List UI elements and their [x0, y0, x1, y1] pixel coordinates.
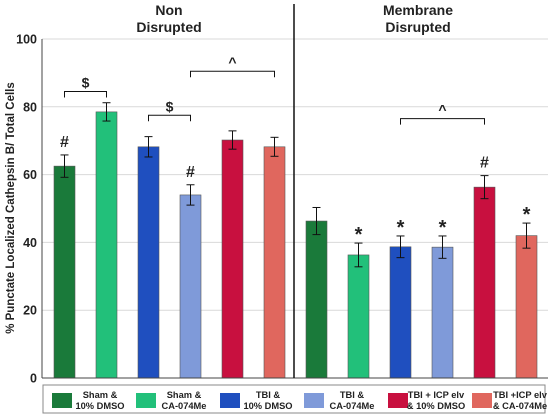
bar — [305, 220, 328, 379]
bar — [347, 254, 370, 379]
bar — [389, 246, 412, 379]
y-tick-label: 60 — [23, 168, 37, 182]
gridlines — [42, 38, 548, 311]
legend-label: & CA-074Me — [493, 401, 547, 411]
legend-label: Sham & — [167, 390, 202, 400]
bar — [95, 111, 118, 379]
legend — [42, 384, 546, 414]
group-title: Disrupted — [385, 19, 450, 35]
legend-label: CA-074Me — [162, 401, 207, 411]
significance-marker: * — [523, 204, 531, 226]
group-title: Non — [155, 2, 182, 18]
group-title: Membrane — [383, 2, 453, 18]
group-title: Disrupted — [136, 19, 201, 35]
legend-swatch — [388, 393, 408, 408]
bar — [473, 186, 496, 379]
bar — [431, 246, 454, 379]
bracket — [400, 118, 485, 125]
legend-label: CA-074Me — [330, 401, 375, 411]
significance-marker: * — [439, 217, 447, 239]
significance-marker: # — [480, 155, 489, 172]
legend-label: TBI + ICP elv — [408, 390, 465, 400]
bracket-label: ^ — [228, 54, 236, 70]
y-axis-ticks: 0 20 40 60 80 100 — [16, 33, 37, 386]
significance-marker: # — [60, 134, 69, 151]
legend-label: Sham & — [83, 390, 118, 400]
y-tick-label: 20 — [23, 304, 37, 318]
y-tick-label: 40 — [23, 236, 37, 250]
y-tick-label: 0 — [30, 372, 37, 386]
legend-label: TBI & — [340, 390, 365, 400]
legend-swatch — [52, 393, 72, 408]
y-tick-label: 100 — [16, 33, 37, 47]
significance-brackets: $ $ ^ ^ — [64, 54, 485, 125]
bracket-label: $ — [82, 75, 90, 91]
bracket — [190, 70, 275, 78]
bar — [221, 139, 244, 379]
legend-swatch — [136, 393, 156, 408]
legend-swatch — [220, 393, 240, 408]
significance-annotations: # # * * * # * — [60, 134, 531, 246]
bar — [137, 146, 160, 379]
legend-label: 10% DMSO — [75, 401, 124, 411]
legend-swatch — [304, 393, 324, 408]
y-tick-label: 80 — [23, 100, 37, 114]
legend-label: & 10% DMSO — [407, 401, 465, 411]
bracket-label: ^ — [438, 102, 446, 118]
bar — [53, 165, 76, 379]
legend-label: 10% DMSO — [243, 401, 292, 411]
bracket — [64, 91, 107, 98]
significance-marker: * — [355, 224, 363, 246]
bars — [53, 111, 538, 379]
legend-label: TBI +ICP elv — [493, 390, 548, 400]
bar — [515, 235, 538, 379]
bracket-label: $ — [166, 98, 174, 114]
bar — [179, 194, 202, 379]
significance-marker: * — [397, 217, 405, 239]
legend-label: TBI & — [256, 390, 281, 400]
y-axis-label: % Punctate Localized Cathepsin B/ Total … — [5, 82, 17, 334]
bracket — [148, 114, 191, 122]
legend-swatch — [472, 393, 492, 408]
error-bars — [60, 102, 531, 268]
bar — [263, 146, 286, 379]
significance-marker: # — [186, 164, 195, 181]
